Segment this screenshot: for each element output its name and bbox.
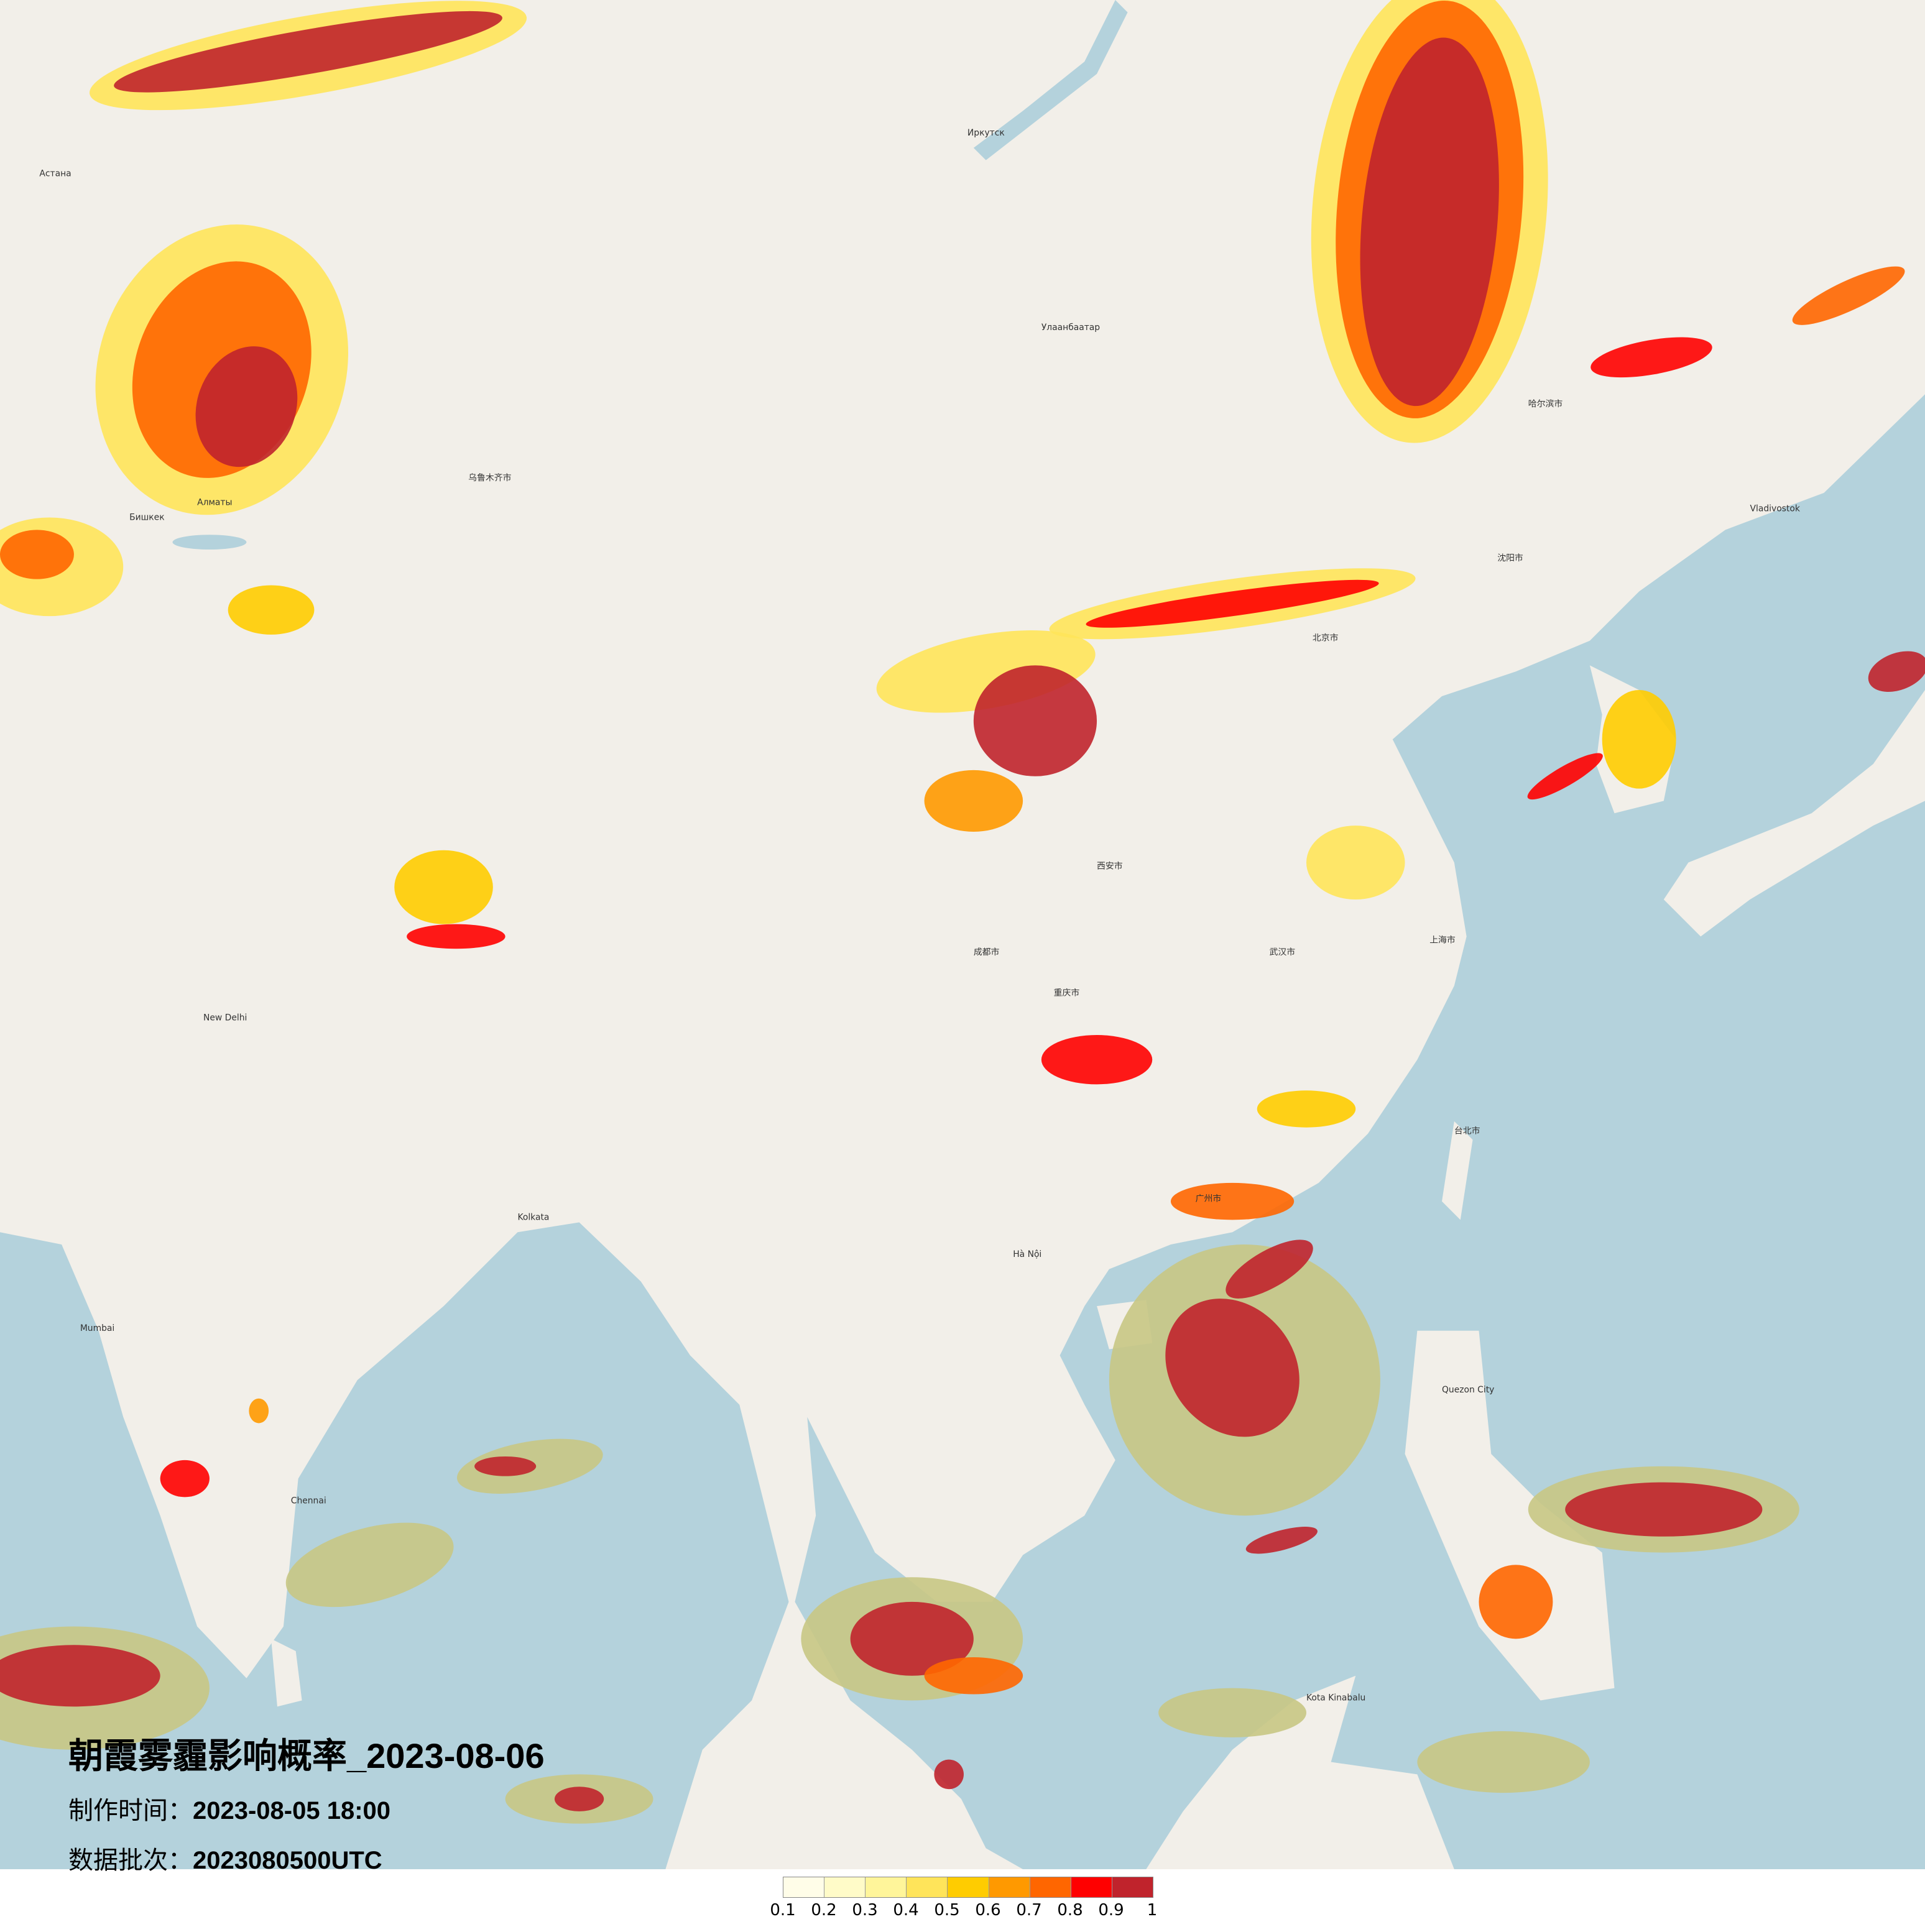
probability-region <box>1165 1299 1299 1437</box>
legend-bin-9 <box>1112 1877 1153 1897</box>
lake-balkhash <box>172 535 247 550</box>
probability-region <box>1565 1482 1763 1537</box>
city-label: Vladivostok <box>1750 504 1800 514</box>
japan <box>1663 690 1925 937</box>
philippines <box>1405 1330 1615 1701</box>
city-label: Улаанбаатар <box>1041 323 1100 333</box>
probability-region <box>474 1456 537 1476</box>
probability-region <box>407 924 505 949</box>
probability-region <box>0 530 74 579</box>
city-label: 上海市 <box>1429 934 1456 945</box>
probability-region <box>1602 690 1676 789</box>
probability-region <box>285 1522 454 1608</box>
city-label: Иркутск <box>967 128 1005 138</box>
probability-region <box>160 1460 210 1497</box>
production-time-label: 制作时间： <box>68 1797 193 1824</box>
probability-region <box>924 1657 1023 1695</box>
production-time-value: 2023-08-05 18:00 <box>193 1797 391 1824</box>
probability-region <box>1792 266 1905 325</box>
legend-bin-6 <box>989 1877 1030 1897</box>
probability-region <box>850 1601 974 1676</box>
city-label: 北京市 <box>1313 633 1339 643</box>
city-label: Kolkata <box>517 1212 549 1222</box>
probability-region <box>1527 753 1603 800</box>
lake-baikal <box>973 0 1128 160</box>
probability-region <box>1245 1527 1318 1554</box>
probability-region <box>1360 37 1499 407</box>
legend-colorbar <box>783 1877 1153 1898</box>
city-label: Chennai <box>291 1496 326 1506</box>
legend-bin-2 <box>824 1877 866 1897</box>
probability-region <box>394 850 493 924</box>
probability-region <box>1868 651 1925 692</box>
city-label: 西安市 <box>1097 860 1123 871</box>
map-title: 朝霞雾霾影响概率_2023-08-06 <box>68 1736 545 1775</box>
probability-region <box>1479 1565 1553 1639</box>
legend-tick: 0.2 <box>811 1901 837 1920</box>
city-label: 武汉市 <box>1270 947 1296 957</box>
legend-bin-1 <box>783 1877 825 1897</box>
probability-region <box>0 1645 160 1707</box>
city-label: Астана <box>39 168 71 178</box>
legend-tick: 0.9 <box>1098 1901 1124 1920</box>
legend-tick: 1 <box>1147 1901 1158 1920</box>
probability-region <box>1086 579 1379 628</box>
data-batch-label: 数据批次： <box>68 1847 193 1874</box>
city-label: 台北市 <box>1454 1126 1480 1136</box>
sri-lanka <box>271 1639 302 1707</box>
legend-tick: 0.5 <box>934 1901 960 1920</box>
probability-region <box>1226 1240 1313 1299</box>
probability-region <box>1170 1182 1295 1220</box>
probability-region <box>1158 1688 1306 1737</box>
city-label: 成都市 <box>974 947 1000 957</box>
probability-region <box>934 1759 964 1790</box>
borneo <box>1146 1675 1454 1869</box>
probability-region <box>114 11 502 93</box>
city-label: 沈阳市 <box>1497 553 1523 563</box>
legend-ticks: 0.1 0.2 0.3 0.4 0.5 0.6 0.7 0.8 0.9 1 <box>765 1901 1169 1928</box>
city-label: Бишкек <box>129 512 164 522</box>
probability-region <box>228 585 315 635</box>
legend-bin-8 <box>1071 1877 1112 1897</box>
city-label: New Delhi <box>203 1013 247 1023</box>
legend-tick: 0.8 <box>1057 1901 1083 1920</box>
probability-region <box>1417 1731 1590 1793</box>
city-label: 哈尔滨市 <box>1528 398 1563 409</box>
city-label: Quezon City <box>1442 1385 1494 1395</box>
city-label: Mumbai <box>80 1323 114 1333</box>
legend-bin-7 <box>1030 1877 1071 1897</box>
city-label: Алматы <box>197 498 232 508</box>
sumatra <box>739 1713 937 1869</box>
probability-region <box>924 770 1023 832</box>
legend-bin-3 <box>866 1877 907 1897</box>
legend-bin-4 <box>907 1877 948 1897</box>
probability-region <box>1257 1090 1356 1128</box>
city-label: 乌鲁木齐市 <box>468 472 511 483</box>
data-batch-value: 2023080500UTC <box>193 1847 382 1874</box>
data-batch: 数据批次：2023080500UTC <box>68 1840 382 1876</box>
production-time: 制作时间：2023-08-05 18:00 <box>68 1790 390 1826</box>
city-label: Hà Nội <box>1013 1249 1041 1259</box>
legend-tick: 0.6 <box>975 1901 1001 1920</box>
probability-region <box>1306 826 1405 900</box>
legend-bin-5 <box>948 1877 989 1897</box>
taiwan <box>1442 1121 1473 1220</box>
legend-tick: 0.1 <box>770 1901 796 1920</box>
probability-region <box>1041 1035 1153 1085</box>
probability-region <box>554 1787 604 1811</box>
probability-region <box>1590 337 1712 378</box>
legend-tick: 0.3 <box>852 1901 878 1920</box>
probability-region <box>973 665 1097 776</box>
city-label: Kota Kinabalu <box>1306 1693 1365 1703</box>
city-label: 广州市 <box>1196 1194 1222 1204</box>
probability-region <box>249 1398 269 1424</box>
legend-tick: 0.4 <box>893 1901 919 1920</box>
city-label: 重庆市 <box>1054 988 1080 998</box>
probability-region <box>195 346 298 467</box>
legend-tick: 0.7 <box>1016 1901 1042 1920</box>
probability-overlay <box>0 0 1925 1824</box>
